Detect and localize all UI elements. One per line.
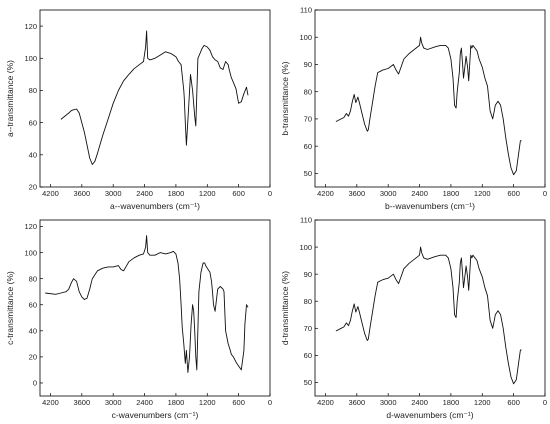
x-tick-label: 1200 <box>474 398 491 407</box>
spectrum-line <box>335 36 522 176</box>
x-tick-label: 4200 <box>317 189 334 198</box>
y-axis-label: c-transmittance (%) <box>5 271 15 345</box>
y-axis-label: d-transmittance (%) <box>280 271 290 345</box>
chart-panel-c: 4200 3600 3000 2400 1800 1200 600 0 0 20 40 60 80 100… <box>5 219 272 420</box>
x-tick-label: 3000 <box>105 189 122 198</box>
x-tick-label: 1200 <box>474 189 491 198</box>
spectrum-line <box>60 30 249 165</box>
x-tick-label: 600 <box>507 398 520 407</box>
chart-panel-d: 4200 3600 3000 2400 1800 1200 600 0 50 60 70 80 90 10… <box>280 216 547 420</box>
y-tick-label: 120 <box>24 222 37 231</box>
x-tick-label: 3600 <box>348 398 365 407</box>
y-tick-label: 80 <box>304 87 312 96</box>
y-tick-label: 60 <box>304 351 312 360</box>
x-tick-label: 3600 <box>73 398 90 407</box>
x-tick-label: 2400 <box>411 189 428 198</box>
x-tick-label: 2400 <box>411 398 428 407</box>
x-tick-label: 1200 <box>199 189 216 198</box>
plot-frame <box>314 9 546 188</box>
y-tick-label: 70 <box>304 115 312 124</box>
x-tick-label: 4200 <box>42 189 59 198</box>
x-tick-label: 600 <box>232 398 245 407</box>
y-tick-label: 80 <box>29 274 37 283</box>
y-tick-label: 40 <box>29 151 37 160</box>
x-tick-label: 1800 <box>443 189 460 198</box>
spectrum-line <box>335 246 522 385</box>
x-tick-label: 1800 <box>168 398 185 407</box>
y-tick-label: 20 <box>29 353 37 362</box>
y-tick-label: 110 <box>300 216 312 225</box>
x-tick-label: 2400 <box>136 398 153 407</box>
x-tick-label: 3600 <box>348 189 365 198</box>
chart-panel-a: 4200 3600 3000 2400 1800 1200 600 0 20 40 60 80 100 1… <box>5 9 272 211</box>
y-tick-label: 110 <box>300 6 312 15</box>
x-tick-label: 600 <box>232 189 245 198</box>
x-axis-label: c-wavenumbers (cm⁻¹) <box>112 410 199 420</box>
x-tick-label: 3000 <box>105 398 122 407</box>
x-tick-label: 3000 <box>380 398 397 407</box>
x-tick-label: 2400 <box>136 189 153 198</box>
y-tick-label: 80 <box>304 297 312 306</box>
y-tick-label: 40 <box>29 327 37 336</box>
plot-frame <box>314 219 546 397</box>
y-tick-label: 80 <box>29 86 37 95</box>
x-tick-label: 0 <box>268 398 272 407</box>
spectrum-line <box>45 235 249 373</box>
y-tick-label: 100 <box>24 54 37 63</box>
x-axis-label: d-wavenumbers (cm⁻¹) <box>386 410 473 420</box>
y-tick-label: 70 <box>304 324 312 333</box>
chart-panel-b: 4200 3600 3000 2400 1800 1200 600 0 50 60 70 80 90 10… <box>280 6 547 211</box>
x-tick-label: 3600 <box>73 189 90 198</box>
x-tick-label: 1800 <box>168 189 185 198</box>
y-tick-label: 50 <box>304 378 312 387</box>
x-tick-label: 600 <box>507 189 520 198</box>
y-tick-label: 100 <box>299 243 312 252</box>
y-tick-label: 60 <box>304 142 312 151</box>
plot-frame <box>39 9 271 188</box>
y-tick-label: 120 <box>24 22 37 31</box>
x-axis-label: a--wavenumbers (cm⁻¹) <box>110 201 200 211</box>
y-tick-label: 100 <box>24 248 37 257</box>
y-tick-label: 100 <box>299 33 312 42</box>
plot-frame <box>39 219 271 397</box>
y-tick-label: 60 <box>29 118 37 127</box>
y-axis-label: b-transmittance (%) <box>280 61 290 135</box>
x-tick-label: 0 <box>543 398 547 407</box>
x-tick-label: 0 <box>543 189 547 198</box>
y-tick-label: 90 <box>304 60 312 69</box>
x-tick-label: 1800 <box>443 398 460 407</box>
y-tick-label: 50 <box>304 169 312 178</box>
y-axis-label: a--transmittance (%) <box>5 60 15 137</box>
x-tick-label: 0 <box>268 189 272 198</box>
x-axis-label: b--wavenumbers (cm⁻¹) <box>385 201 475 211</box>
x-tick-label: 1200 <box>199 398 216 407</box>
x-tick-label: 4200 <box>317 398 334 407</box>
y-tick-label: 90 <box>304 270 312 279</box>
x-tick-label: 3000 <box>380 189 397 198</box>
x-tick-label: 4200 <box>42 398 59 407</box>
y-tick-label: 60 <box>29 300 37 309</box>
y-tick-label: 0 <box>33 379 37 388</box>
y-tick-label: 20 <box>29 183 37 192</box>
